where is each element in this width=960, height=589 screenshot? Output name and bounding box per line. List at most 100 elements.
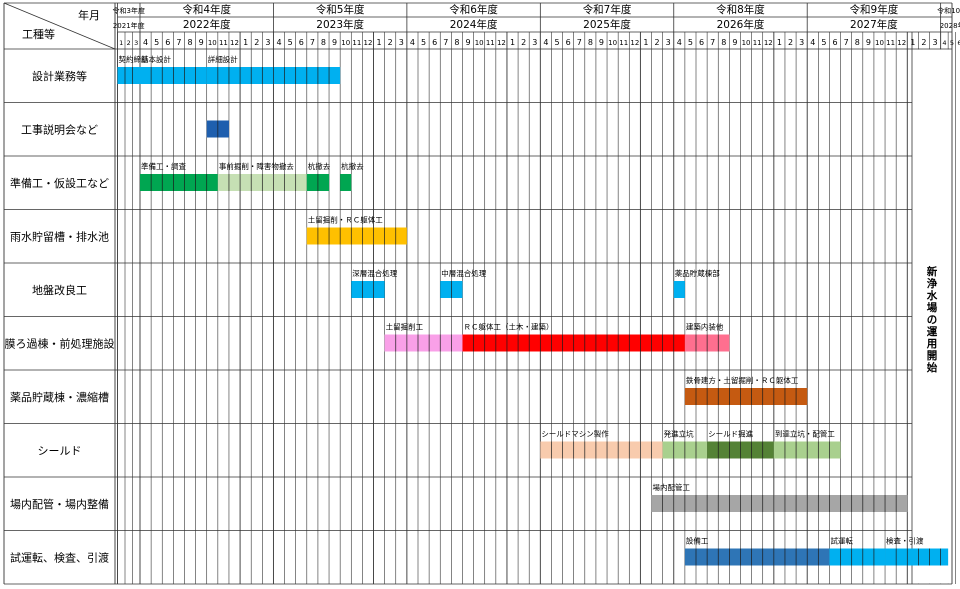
task-label: 建築内装他 xyxy=(686,322,724,332)
month-label: 5 xyxy=(821,38,826,47)
side-note-char: 水 xyxy=(926,289,938,302)
month-label: 5 xyxy=(154,38,159,47)
month-label: 12 xyxy=(630,39,639,47)
fiscal-era-label: 令和5年度 xyxy=(316,3,365,16)
month-label: 3 xyxy=(399,38,404,47)
month-label: 5 xyxy=(421,38,426,47)
month-label: 2 xyxy=(388,38,393,47)
month-label: 3 xyxy=(799,38,804,47)
task-bar xyxy=(351,281,385,298)
side-note-char: 用 xyxy=(926,338,938,350)
row-label: 準備工・仮設工など xyxy=(10,176,109,190)
task-label: 土留掘削工 xyxy=(386,322,424,332)
task-label: 検査・引渡 xyxy=(886,536,924,546)
month-label: 10 xyxy=(208,39,217,47)
task-bar-group: 中層混合処理 xyxy=(440,268,487,298)
month-label: 2 xyxy=(254,38,259,47)
month-label: 7 xyxy=(176,38,181,47)
corner-month-label: 年月 xyxy=(78,8,100,22)
fiscal-year-label: 2021年度 xyxy=(113,21,145,30)
row-label: 試運転、検査、引渡 xyxy=(10,550,109,564)
month-label: 1 xyxy=(643,38,648,47)
task-bar-group: 場内配管工 xyxy=(651,482,908,512)
task-label: 基本設計 xyxy=(141,54,171,64)
month-label: 1 xyxy=(119,39,123,47)
month-label: 4 xyxy=(810,38,815,47)
month-label: 11 xyxy=(886,39,895,47)
fiscal-year-label: 2022年度 xyxy=(183,18,231,31)
task-label: シールドマシン製作 xyxy=(541,429,609,439)
month-label: 5 xyxy=(288,38,293,47)
task-bar-group: 鉄骨建方・土留掘削・ＲＣ躯体工 xyxy=(684,375,808,405)
task-bar-group: ＲＣ躯体工（土木・建築） xyxy=(462,322,685,352)
task-label: 場内配管工 xyxy=(653,482,691,492)
task-bar xyxy=(684,548,830,566)
fiscal-era-label: 令和3年度 xyxy=(113,6,145,15)
fiscal-era-label: 令和7年度 xyxy=(583,3,632,16)
month-label: 6 xyxy=(299,38,304,47)
month-label: 12 xyxy=(897,39,906,47)
month-label: 3 xyxy=(134,39,138,47)
task-bar xyxy=(651,495,908,512)
month-label: 2 xyxy=(788,38,793,47)
month-label: 1 xyxy=(377,38,382,47)
month-label: 7 xyxy=(844,38,849,47)
month-label: 7 xyxy=(310,38,315,47)
task-bar-group: 土留掘削・ＲＣ躯体工 xyxy=(306,215,407,245)
month-label: 1 xyxy=(510,38,515,47)
task-bar-group: 深層混合処理 xyxy=(351,268,398,298)
task-bar xyxy=(306,227,407,245)
month-label: 3 xyxy=(666,38,671,47)
task-bar-group xyxy=(206,120,229,138)
month-label: 8 xyxy=(855,38,860,47)
month-label: 8 xyxy=(321,38,326,47)
row-label: 薬品貯蔵棟・濃縮槽 xyxy=(10,390,109,404)
month-label: 10 xyxy=(608,39,617,47)
task-bar-group: シールドマシン製作 xyxy=(540,429,663,459)
task-label: 詳細設計 xyxy=(208,54,238,64)
month-label: 1 xyxy=(910,38,915,47)
task-label: 杭撤去 xyxy=(308,161,331,171)
side-note-char: の xyxy=(927,314,938,326)
month-label: 3 xyxy=(265,38,270,47)
task-label: 中層混合処理 xyxy=(441,268,486,278)
task-bar-group: 試運転 xyxy=(829,536,886,566)
month-label: 10 xyxy=(475,39,484,47)
task-bar xyxy=(885,548,949,566)
task-bar-group: シールド掘進 xyxy=(707,430,774,459)
month-label: 9 xyxy=(465,38,470,47)
task-label: ＲＣ躯体工（土木・建築） xyxy=(463,322,553,332)
month-label: 6 xyxy=(957,39,960,47)
fiscal-year-label: 2024年度 xyxy=(450,18,498,31)
month-label: 4 xyxy=(276,38,281,47)
corner-diagonal xyxy=(3,2,116,50)
task-bar-group: 杭撤去 xyxy=(306,161,331,191)
month-label: 2 xyxy=(127,39,131,47)
task-label: 到達立坑・配管工 xyxy=(775,429,835,439)
task-bar-group: 事前掘削・障害物撤去 xyxy=(217,161,307,191)
task-label: シールド掘進 xyxy=(708,430,753,439)
side-note-char: 浄 xyxy=(927,277,938,290)
task-label: 深層混合処理 xyxy=(352,268,397,278)
task-bar xyxy=(684,388,808,405)
task-label: 杭撤去 xyxy=(341,161,364,171)
task-label: 準備工・調査 xyxy=(141,161,186,171)
month-label: 6 xyxy=(566,38,571,47)
fiscal-era-label: 令和10年度 xyxy=(937,6,960,15)
month-label: 11 xyxy=(219,39,228,47)
fiscal-year-label: 2025年度 xyxy=(583,18,631,31)
fiscal-era-label: 令和6年度 xyxy=(449,3,498,16)
task-label: 試運転 xyxy=(830,536,853,546)
side-note-char: 場 xyxy=(927,301,938,314)
task-bar-group: 到達立坑・配管工 xyxy=(773,429,841,459)
corner-work-label: 工種等 xyxy=(22,27,55,41)
month-label: 6 xyxy=(432,38,437,47)
side-note-char: 開 xyxy=(927,350,938,362)
month-label: 9 xyxy=(199,38,204,47)
task-bar xyxy=(829,548,886,566)
task-bar-group: 検査・引渡 xyxy=(885,536,949,566)
